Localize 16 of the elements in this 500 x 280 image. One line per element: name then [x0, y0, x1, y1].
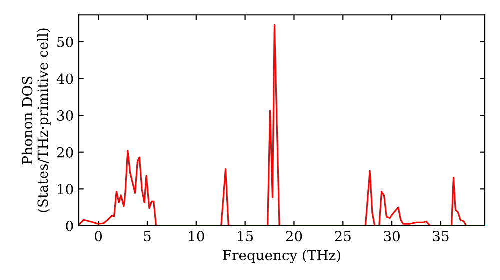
- x-axis-title: Frequency (THz): [223, 250, 340, 264]
- x-tick-label: 30: [384, 231, 400, 242]
- y-tick-label: 20: [57, 147, 74, 158]
- x-tick-label: 25: [335, 231, 351, 242]
- x-tick-label: 15: [238, 231, 254, 242]
- x-tick-label: 20: [286, 231, 302, 242]
- x-tick-label: 10: [189, 231, 204, 242]
- y-axis-title: Phonon DOS (States/THz·primitive cell): [22, 28, 51, 212]
- x-tick-label: 0: [95, 231, 102, 242]
- y-tick-label: 30: [58, 110, 74, 122]
- y-tick-label: 50: [58, 36, 74, 48]
- x-tick-label: 35: [433, 231, 449, 242]
- y-tick-label: 0: [66, 220, 74, 232]
- y-tick-label: 40: [56, 74, 74, 84]
- y-tick-label: 10: [58, 184, 74, 195]
- x-tick-label: 5: [144, 231, 151, 242]
